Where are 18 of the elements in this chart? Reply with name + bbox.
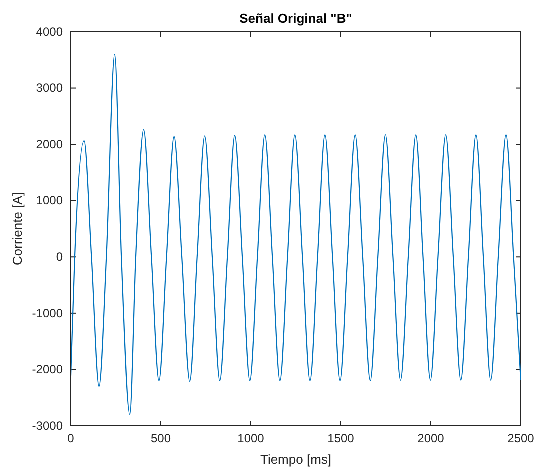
y-tick-label: -1000 bbox=[32, 306, 64, 320]
y-tick-label: 3000 bbox=[36, 81, 64, 96]
chart-title: Señal Original "B" bbox=[240, 11, 352, 26]
x-tick-label: 0 bbox=[68, 432, 75, 446]
x-tick-label: 1500 bbox=[328, 432, 355, 446]
line-series bbox=[71, 54, 521, 416]
x-tick-label: 2500 bbox=[508, 432, 535, 446]
x-tick-label: 2000 bbox=[418, 432, 445, 446]
x-tick-label: 1000 bbox=[238, 432, 265, 446]
y-tick-label: -3000 bbox=[32, 418, 64, 433]
y-tick-label: 1000 bbox=[36, 194, 64, 208]
y-tick-label: -2000 bbox=[32, 362, 64, 377]
x-axis-title: Tiempo [ms] bbox=[260, 452, 332, 467]
y-axis-title: Corriente [A] bbox=[10, 192, 25, 266]
y-tick-label: 2000 bbox=[36, 137, 64, 152]
y-tick-label: 4000 bbox=[36, 24, 64, 39]
y-tick-label: 0 bbox=[56, 250, 64, 264]
x-tick-label: 500 bbox=[150, 432, 172, 446]
